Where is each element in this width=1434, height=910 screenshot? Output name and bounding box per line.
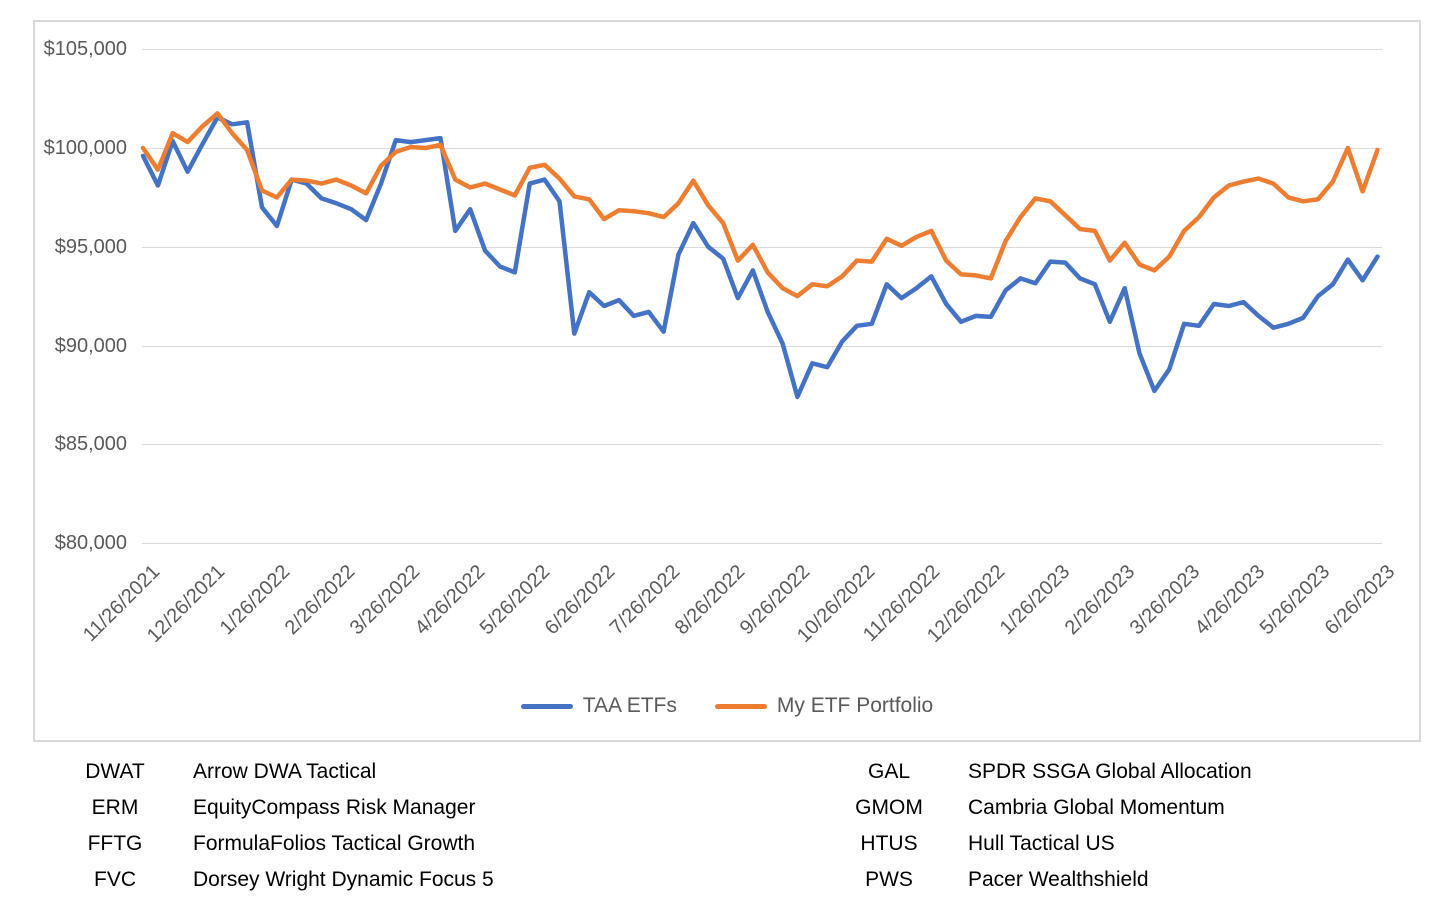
chart-legend: TAA ETFs My ETF Portfolio <box>33 692 1421 720</box>
ticker-symbol: ERM <box>91 796 139 819</box>
ticker-fund-name: SPDR SSGA Global Allocation <box>968 760 1252 783</box>
y-tick-label: $95,000 <box>54 235 127 258</box>
ticker-symbol: FVC <box>94 868 136 891</box>
ticker-symbol: HTUS <box>860 832 918 855</box>
ticker-row: ERM EquityCompass Risk Manager <box>0 790 1434 826</box>
legend-item-taa-etfs: TAA ETFs <box>520 694 677 718</box>
ticker-symbol: DWAT <box>85 760 145 783</box>
ticker-row: HTUS Hull Tactical US <box>0 826 1434 862</box>
series-line-taa-etfs <box>140 115 1380 400</box>
ticker-fund-name: Dorsey Wright Dynamic Focus 5 <box>193 868 494 891</box>
ticker-row: PWS Pacer Wealthshield <box>0 862 1434 898</box>
gridline <box>142 148 1382 149</box>
chart-frame <box>33 20 1421 742</box>
y-tick-label: $100,000 <box>43 137 127 159</box>
taa-etfs-line-swatch-icon <box>520 703 573 709</box>
y-tick-label: $105,000 <box>43 38 127 61</box>
ticker-row: GMOM Cambria Global Momentum <box>0 790 1434 826</box>
y-tick-label: $80,000 <box>54 532 127 554</box>
y-tick-label: $85,000 <box>54 433 127 456</box>
ticker-row: FVC Dorsey Wright Dynamic Focus 5 <box>0 862 1434 898</box>
series-line-my-etf-portfolio <box>140 111 1380 299</box>
legend-label: My ETF Portfolio <box>776 694 934 717</box>
gridline <box>142 49 1382 51</box>
gridline <box>142 345 1382 347</box>
ticker-fund-name: Arrow DWA Tactical <box>193 760 377 783</box>
ticker-symbol: GMOM <box>855 796 923 819</box>
y-tick-label: $90,000 <box>54 334 127 357</box>
my-etf-portfolio-line-swatch-icon <box>714 703 767 709</box>
ticker-fund-name: Hull Tactical US <box>968 832 1115 855</box>
ticker-fund-name: EquityCompass Risk Manager <box>193 796 476 819</box>
ticker-fund-name: Pacer Wealthshield <box>968 868 1149 891</box>
ticker-fund-name: Cambria Global Momentum <box>968 796 1225 819</box>
legend-label: TAA ETFs <box>582 694 677 717</box>
ticker-row: GAL SPDR SSGA Global Allocation <box>0 754 1434 790</box>
gridline <box>142 444 1382 446</box>
gridline <box>142 543 1382 544</box>
legend-item-my-etf-portfolio: My ETF Portfolio <box>714 694 934 718</box>
ticker-symbol: FFTG <box>87 832 143 855</box>
ticker-row: DWAT Arrow DWA Tactical <box>0 754 1434 790</box>
gridline <box>142 246 1382 248</box>
ticker-row: FFTG FormulaFolios Tactical Growth <box>0 826 1434 862</box>
ticker-fund-name: FormulaFolios Tactical Growth <box>193 832 476 855</box>
ticker-symbol: PWS <box>865 868 913 891</box>
ticker-symbol: GAL <box>867 760 911 783</box>
